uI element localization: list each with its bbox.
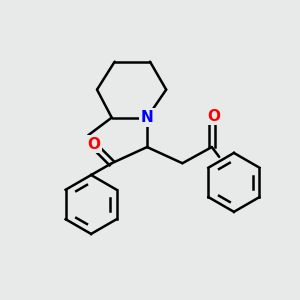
Text: O: O [88, 136, 100, 152]
Text: O: O [207, 109, 220, 124]
Text: N: N [141, 110, 153, 125]
